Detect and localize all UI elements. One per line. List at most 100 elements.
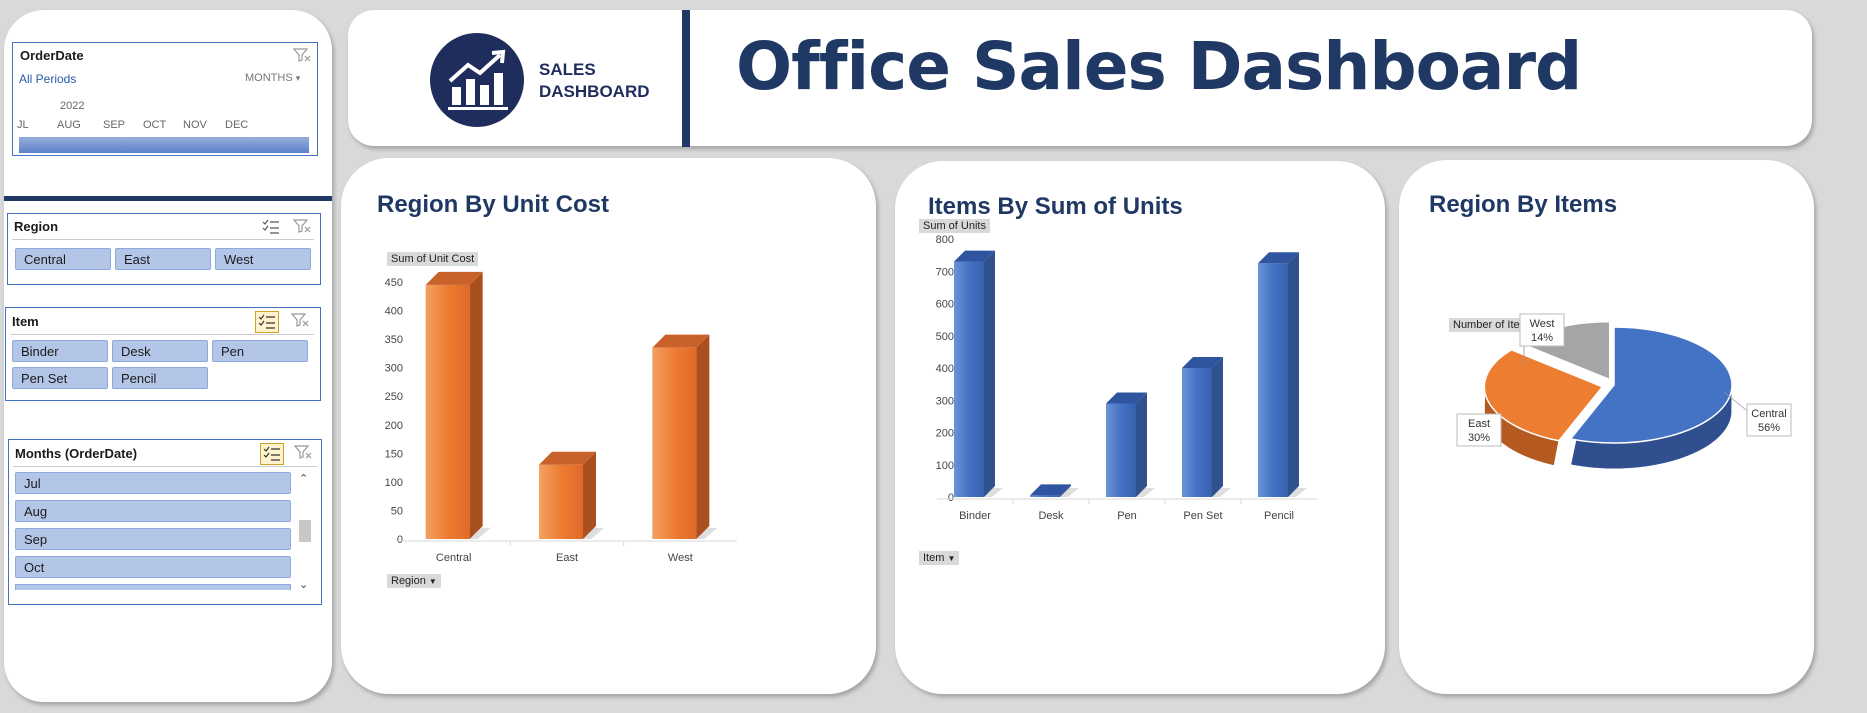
timeline-month-dec[interactable]: DEC xyxy=(225,119,249,131)
item-slicer-title: Item xyxy=(12,314,39,329)
y-tick-label: 800 xyxy=(936,234,954,246)
bar-pen xyxy=(1106,403,1136,497)
item-desk[interactable]: Desk xyxy=(112,340,208,362)
bar-side xyxy=(984,250,995,497)
pie-slice-east xyxy=(1483,348,1604,442)
timeline-month-jl[interactable]: JL xyxy=(17,119,29,131)
bar-side xyxy=(1288,252,1299,497)
multi-select-icon[interactable] xyxy=(262,219,280,235)
bar-desk xyxy=(1030,495,1060,497)
timeline-month-oct[interactable]: OCT xyxy=(143,119,167,131)
region-item-west[interactable]: West xyxy=(215,248,311,270)
month-sep[interactable]: Sep xyxy=(15,528,291,550)
months-scrollbar[interactable]: ⌃ ⌄ xyxy=(296,472,314,596)
item-slicer: Item Binder Desk Pen Pen Set Pencil xyxy=(5,307,321,401)
data-label-value: 30% xyxy=(1468,432,1490,444)
timeline-month-nov[interactable]: NOV xyxy=(183,119,207,131)
value-field-button[interactable]: Sum of Unit Cost xyxy=(387,252,479,266)
timeline-bar[interactable] xyxy=(19,137,309,153)
dashboard-header: SALES DASHBOARD Office Sales Dashboard xyxy=(348,10,1812,147)
timeline-level-label: MONTHS xyxy=(245,72,293,84)
bar-top xyxy=(1182,357,1223,368)
pie-slice-central xyxy=(1569,326,1733,444)
bar-top xyxy=(1030,484,1071,496)
clear-filter-icon[interactable] xyxy=(293,47,311,63)
value-field-button[interactable]: Number of Item xyxy=(1449,318,1533,332)
clear-filter-icon[interactable] xyxy=(291,312,309,328)
item-pen[interactable]: Pen xyxy=(212,340,308,362)
region-unit-cost-chart: 0 50 100 150 200 250 300 350 400 450 Central East We… xyxy=(385,271,737,564)
x-tick-label: Central xyxy=(436,552,471,564)
months-slicer: Months (OrderDate) Jul Aug Sep Oct ⌃ ⌄ xyxy=(8,439,322,605)
chart-title: Region By Unit Cost xyxy=(377,191,609,218)
month-oct[interactable]: Oct xyxy=(15,556,291,578)
bar-top xyxy=(425,271,483,285)
bar-pen-set xyxy=(1182,368,1212,497)
bar-side xyxy=(469,271,483,539)
axis-field-button[interactable]: Item ▼ xyxy=(919,551,960,565)
logo-text-line2: DASHBOARD xyxy=(539,82,650,101)
region-item-east[interactable]: East xyxy=(115,248,211,270)
scrollbar-thumb[interactable] xyxy=(299,520,311,542)
y-tick-label: 0 xyxy=(948,492,954,504)
chart-trend-icon xyxy=(448,49,508,110)
header-divider xyxy=(682,10,690,147)
timeline-month-aug[interactable]: AUG xyxy=(57,119,81,131)
multi-select-icon[interactable] xyxy=(260,443,284,465)
bar-top xyxy=(652,334,710,348)
bar-side xyxy=(1060,484,1071,497)
timeline-level-dropdown[interactable]: MONTHS ▾ xyxy=(245,72,300,84)
y-tick-label: 150 xyxy=(385,448,403,460)
clear-filter-icon[interactable] xyxy=(294,444,312,460)
clear-filter-icon[interactable] xyxy=(293,218,311,234)
value-field-button[interactable]: Sum of Units xyxy=(919,219,990,233)
item-binder[interactable]: Binder xyxy=(12,340,108,362)
y-tick-label: 250 xyxy=(385,391,403,403)
item-pencil[interactable]: Pencil xyxy=(112,367,208,389)
sales-logo xyxy=(430,33,524,127)
logo-text-line1: SALES xyxy=(539,60,596,79)
scroll-up-icon[interactable]: ⌃ xyxy=(299,473,309,485)
y-tick-label: 300 xyxy=(385,363,403,375)
axis-field-label: Item xyxy=(923,552,945,564)
y-tick-label: 100 xyxy=(936,460,954,472)
timeline-month-sep[interactable]: SEP xyxy=(103,119,126,131)
bar-top xyxy=(1258,252,1299,264)
x-tick-label: Desk xyxy=(1038,510,1064,522)
y-tick-label: 400 xyxy=(385,306,403,318)
x-tick-label: East xyxy=(556,552,578,564)
x-tick-label: Pencil xyxy=(1264,510,1294,522)
y-tick-label: 700 xyxy=(936,266,954,278)
chart-title: Items By Sum of Units xyxy=(928,193,1183,220)
dashboard-title: Office Sales Dashboard xyxy=(736,28,1582,105)
y-tick-label: 100 xyxy=(385,477,403,489)
region-item-central[interactable]: Central xyxy=(15,248,111,270)
month-aug[interactable]: Aug xyxy=(15,500,291,522)
scroll-down-icon[interactable]: ⌄ xyxy=(299,579,309,591)
y-tick-label: 200 xyxy=(936,428,954,440)
months-slicer-title: Months (OrderDate) xyxy=(15,446,138,461)
axis-field-button[interactable]: Region ▼ xyxy=(387,574,441,588)
bar-side xyxy=(1136,392,1147,497)
orderdate-timeline[interactable]: OrderDate All Periods MONTHS ▾ 2022 JL AU… xyxy=(12,42,318,156)
month-jul[interactable]: Jul xyxy=(15,472,291,494)
region-slicer: Region Central East West xyxy=(7,213,321,285)
month-partial-row xyxy=(15,584,291,590)
y-tick-label: 50 xyxy=(391,505,403,517)
y-tick-label: 350 xyxy=(385,334,403,346)
x-tick-label: West xyxy=(668,552,693,564)
timeline-year: 2022 xyxy=(60,100,85,112)
item-pen-set[interactable]: Pen Set xyxy=(12,367,108,389)
region-slicer-title: Region xyxy=(14,219,59,234)
bar-side xyxy=(1212,357,1223,497)
multi-select-icon[interactable] xyxy=(255,311,279,333)
region-items-panel: Region By Items Number of Item Central 56… xyxy=(1399,160,1814,694)
bar-top xyxy=(539,451,596,465)
bar-central xyxy=(425,284,470,539)
data-label-box xyxy=(1456,413,1502,447)
bar-top xyxy=(954,250,995,262)
dropdown-icon: ▼ xyxy=(428,577,437,586)
bar-binder xyxy=(954,261,984,497)
items-units-chart: 0 100 200 300 400 500 600 700 800 Binder Desk Pen Pe… xyxy=(936,234,1317,522)
data-label-value: 56% xyxy=(1758,422,1780,434)
